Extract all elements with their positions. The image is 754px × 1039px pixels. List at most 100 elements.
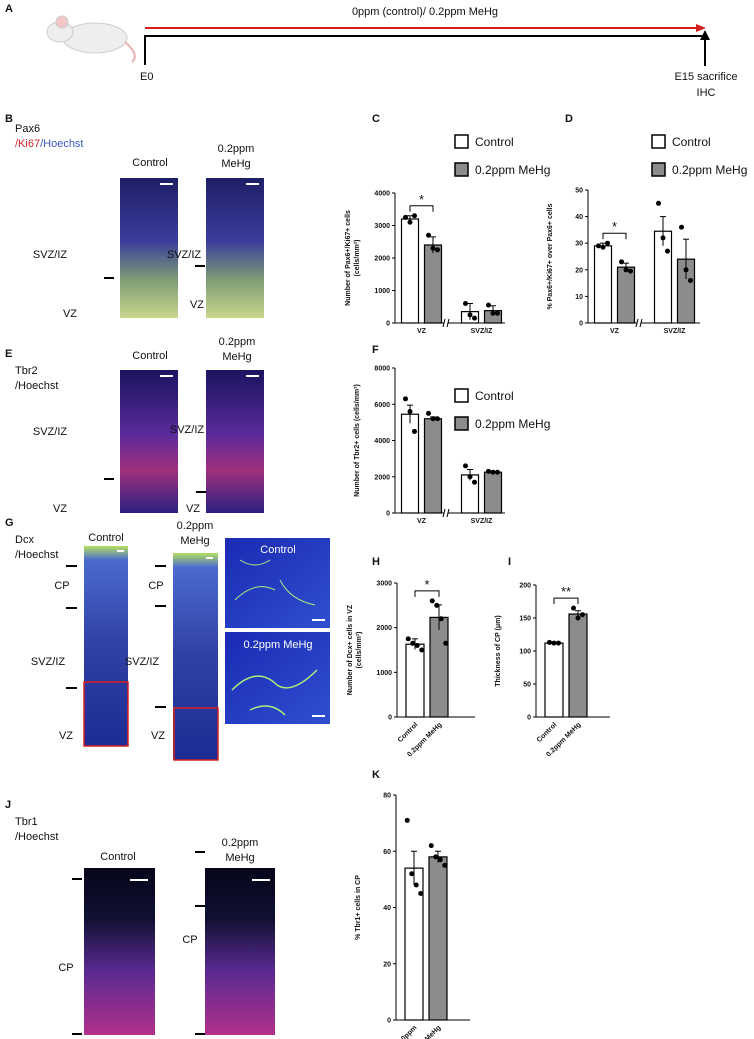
legend-swatch (454, 162, 469, 177)
data-point (426, 410, 431, 416)
y-tick-label: 1000 (376, 670, 392, 677)
x-tick-label: SVZ/IZ (664, 328, 687, 335)
y-tick-label: 1000 (374, 288, 390, 295)
region-label: CP (148, 580, 163, 592)
data-point (403, 396, 408, 402)
image-title: Control (88, 532, 123, 544)
region-label: CP (58, 962, 73, 974)
data-point (605, 240, 610, 246)
bar (400, 218, 420, 324)
x-tick-label: VZ (610, 328, 620, 335)
data-point (412, 213, 417, 219)
legend-swatch (454, 134, 469, 149)
region-label: SVZ/IZ (170, 424, 205, 436)
axis-break (444, 510, 448, 516)
y-tick-label: 2000 (374, 256, 390, 263)
data-point (435, 416, 440, 422)
image-title: 0.2ppm (222, 837, 259, 849)
data-point (490, 469, 496, 475)
stain-label: Tbr2 (15, 365, 38, 377)
y-tick-label: 0 (386, 321, 390, 328)
data-point (600, 244, 606, 250)
y-tick-label: 40 (575, 214, 583, 221)
micrograph (84, 868, 155, 1035)
cell-processes (234, 559, 316, 606)
zoom-micrograph (225, 538, 330, 628)
panel-letter: D (565, 113, 573, 125)
data-point (467, 312, 473, 318)
region-ticks (72, 851, 205, 1035)
data-point (429, 598, 435, 604)
y-tick-label: 4000 (374, 438, 390, 445)
data-point (665, 248, 670, 254)
micrograph (84, 546, 128, 746)
y-tick-label: 50 (523, 682, 531, 689)
data-point (403, 214, 408, 220)
axis-break (442, 508, 446, 518)
data-point (409, 871, 415, 877)
x-tick-label: Control (397, 721, 420, 744)
arrow-head (700, 30, 710, 40)
data-point (495, 469, 500, 475)
y-tick-label: 20 (575, 267, 583, 274)
significance-bracket (409, 205, 434, 212)
image-title: 0.2ppm MeHg (243, 639, 312, 651)
data-point (580, 612, 585, 618)
data-point (472, 315, 477, 321)
legend-label: Control (475, 135, 514, 149)
y-tick-label: 100 (519, 649, 531, 656)
data-point (656, 200, 661, 206)
image-title: 0.2ppm (219, 336, 256, 348)
y-tick-label: 20 (383, 961, 391, 968)
image-title: MeHg (225, 852, 254, 864)
data-point (683, 267, 689, 273)
y-tick-label: 8000 (374, 366, 390, 373)
panel-letter: I (508, 556, 511, 568)
panel-letter: H (372, 556, 380, 568)
region-label: CP (182, 934, 197, 946)
image-title: Control (260, 544, 295, 556)
region-ticks (66, 565, 166, 708)
y-tick-label: 40 (383, 905, 391, 912)
y-tick-label: 50 (575, 188, 583, 195)
significance-bracket (602, 232, 627, 240)
panel-letter: C (372, 113, 380, 125)
stain-label: /Hoechst (15, 831, 58, 843)
bar (423, 244, 443, 324)
image-title: Control (132, 350, 167, 362)
data-point (575, 615, 581, 621)
data-point (407, 409, 413, 414)
legend-swatch (651, 162, 666, 177)
data-point (467, 474, 473, 480)
stain-label: /Hoechst (15, 549, 58, 561)
data-point (404, 817, 410, 823)
data-point (623, 267, 629, 273)
axis-break (442, 318, 446, 328)
region-label: VZ (186, 503, 200, 515)
y-tick-label: 2000 (374, 474, 390, 481)
axis-break (635, 318, 639, 328)
region-label: VZ (59, 730, 73, 742)
region-label: VZ (190, 299, 204, 311)
stain: /Ki67 (15, 138, 40, 150)
region-label: SVZ/IZ (167, 249, 202, 261)
stain-label: /Ki67/Hoechst (15, 138, 84, 150)
data-point (619, 259, 624, 265)
micrograph (206, 370, 264, 513)
region-label: SVZ/IZ (31, 656, 66, 668)
timeline (144, 35, 705, 65)
y-tick-label: 2000 (376, 625, 392, 632)
image-title: MeHg (221, 158, 250, 170)
legend-label: 0.2ppm MeHg (672, 163, 747, 177)
panel-letter: J (5, 799, 11, 811)
region-label: CP (54, 580, 69, 592)
image-title: Control (132, 157, 167, 169)
start-label: E0 (140, 71, 153, 83)
x-tick-label: VZ (417, 328, 427, 335)
axis-break (444, 320, 448, 326)
data-point (463, 301, 468, 306)
region-label: SVZ/IZ (125, 656, 160, 668)
data-point (410, 640, 416, 646)
micrograph (120, 178, 178, 318)
